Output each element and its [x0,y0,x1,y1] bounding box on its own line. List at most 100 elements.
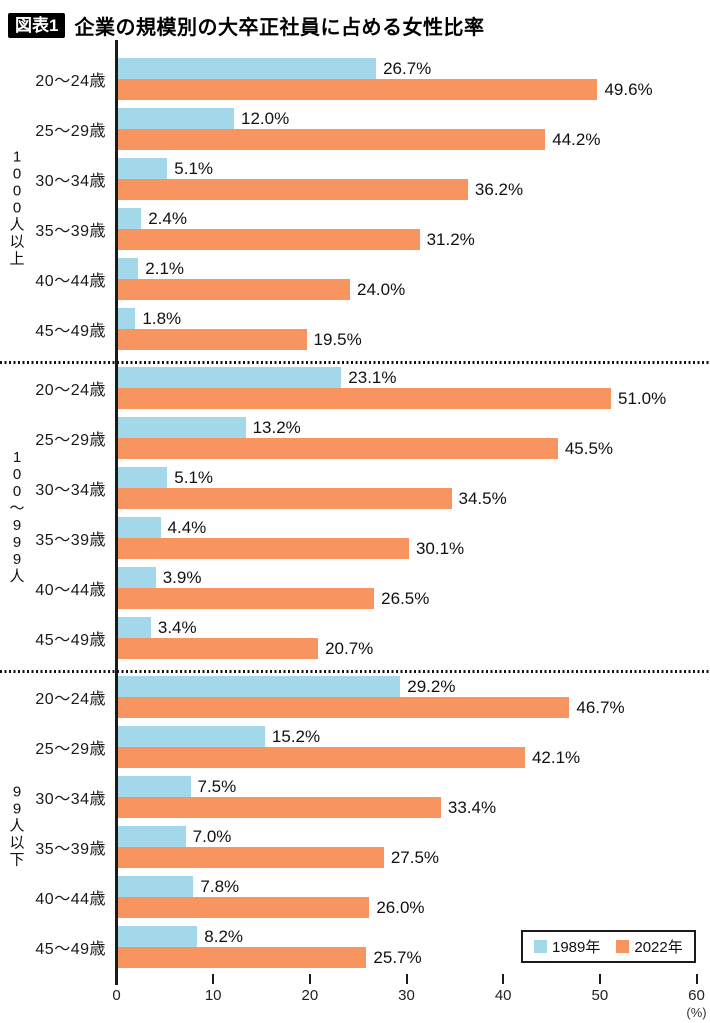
tick-label: 60 [688,987,705,1004]
bar-1989年 [118,876,194,897]
bar-pair: 7.8% 26.0% [118,876,698,918]
bar-2022年 [118,947,367,968]
chart-row: 45〜49歳 8.2% 25.7% [0,926,710,976]
barline-1989年: 23.1% [118,367,698,388]
tick-mark [598,974,601,984]
chart-row: 40〜44歳 2.1% 24.0% [0,258,710,308]
bar-value-1989年: 4.4% [167,518,207,537]
bar-value-1989年: 7.0% [192,827,232,846]
bar-2022年 [118,488,452,509]
tick-label: 50 [591,987,609,1004]
bar-1989年 [118,926,198,947]
bar-2022年 [118,588,375,609]
bar-1989年 [118,567,156,588]
bar-value-1989年: 15.2% [271,727,321,746]
barline-1989年: 8.2% [118,926,698,947]
legend-label-1989: 1989年 [552,939,601,956]
age-label: 45〜49歳 [35,941,106,958]
chart-row: 20〜24歳 29.2% 46.7% [0,676,710,726]
chart-row: 35〜39歳 2.4% 31.2% [0,208,710,258]
chart-row: 35〜39歳 4.4% 30.1% [0,517,710,567]
barline-1989年: 15.2% [118,726,698,747]
chart-row: 30〜34歳 7.5% 33.4% [0,776,710,826]
barline-1989年: 2.4% [118,208,698,229]
tick-label: 30 [398,987,415,1004]
bar-pair: 1.8% 19.5% [118,308,698,350]
bar-pair: 3.9% 26.5% [118,567,698,609]
barline-2022年: 26.5% [118,588,698,609]
bar-value-2022年: 30.1% [415,539,465,558]
bar-value-1989年: 26.7% [383,59,432,78]
bar-2022年 [118,538,409,559]
bar-pair: 7.0% 27.5% [118,826,698,868]
figure-header: 図表1 企業の規模別の大卒正社員に占める女性比率 [8,11,484,40]
tick-label: 10 [204,987,222,1004]
barline-1989年: 7.5% [118,776,698,797]
bar-pair: 13.2% 45.5% [118,417,698,459]
bar-value-2022年: 27.5% [390,848,440,867]
bar-2022年 [118,897,370,918]
barline-1989年: 3.9% [118,567,698,588]
barline-1989年: 7.8% [118,876,698,897]
age-label: 20〜24歳 [35,73,106,90]
bar-2022年 [118,847,384,868]
legend: 1989年 2022年 [521,930,696,963]
bar-1989年 [118,517,161,538]
legend-swatch-1989 [534,940,547,953]
barline-2022年: 20.7% [118,638,698,659]
barline-2022年: 31.2% [118,229,698,250]
bar-pair: 8.2% 25.7% [118,926,698,968]
chart-row: 25〜29歳 12.0% 44.2% [0,108,710,158]
y-axis-line [115,40,118,985]
barline-2022年: 34.5% [118,488,698,509]
group-1: 1 0 0 0 人以上 20〜24歳 26.7% 49.6% 25〜29歳 12.0% 44.2% 3… [0,58,710,358]
bar-pair: 2.4% 31.2% [118,208,698,250]
bar-pair: 2.1% 24.0% [118,258,698,300]
bar-pair: 23.1% 51.0% [118,367,698,409]
barline-2022年: 30.1% [118,538,698,559]
bar-2022年 [118,747,525,768]
bar-value-2022年: 49.6% [604,80,653,99]
bar-pair: 5.1% 36.2% [118,158,698,200]
bar-2022年 [118,329,307,350]
bar-2022年 [118,697,570,718]
chart-row: 30〜34歳 5.1% 34.5% [0,467,710,517]
chart-row: 40〜44歳 7.8% 26.0% [0,876,710,926]
barline-2022年: 26.0% [118,897,698,918]
tick-mark [502,974,505,984]
bar-value-1989年: 7.8% [200,877,240,896]
bar-value-2022年: 24.0% [357,280,406,299]
age-label: 30〜34歳 [35,482,106,499]
tick-label: 20 [301,987,319,1004]
bar-2022年 [118,129,546,150]
bar-1989年 [118,208,142,229]
bar-1989年 [118,258,139,279]
group-separator [0,667,710,676]
barline-2022年: 44.2% [118,129,698,150]
tick-label: 0 [112,987,121,1004]
bar-value-1989年: 29.2% [407,677,456,696]
barline-2022年: 51.0% [118,388,698,409]
bar-1989年 [118,776,191,797]
plot-area: 1 0 0 0 人以上 20〜24歳 26.7% 49.6% 25〜29歳 12.0% 44.2% 3… [0,58,710,976]
bar-value-1989年: 5.1% [174,468,214,487]
age-label: 45〜49歳 [35,632,106,649]
bar-value-2022年: 31.2% [426,230,475,249]
bar-pair: 29.2% 46.7% [118,676,698,718]
age-label: 25〜29歳 [35,432,106,449]
chart-row: 25〜29歳 15.2% 42.1% [0,726,710,776]
age-label: 35〜39歳 [35,532,106,549]
bar-2022年 [118,797,441,818]
bar-value-1989年: 8.2% [204,927,244,946]
bar-value-2022年: 25.7% [373,948,422,967]
bar-1989年 [118,467,168,488]
barline-1989年: 4.4% [118,517,698,538]
bar-pair: 15.2% 42.1% [118,726,698,768]
bar-value-2022年: 20.7% [325,639,374,658]
legend-swatch-2022 [616,940,630,953]
bar-2022年 [118,179,468,200]
bar-2022年 [118,638,319,659]
age-label: 40〜44歳 [35,273,106,290]
